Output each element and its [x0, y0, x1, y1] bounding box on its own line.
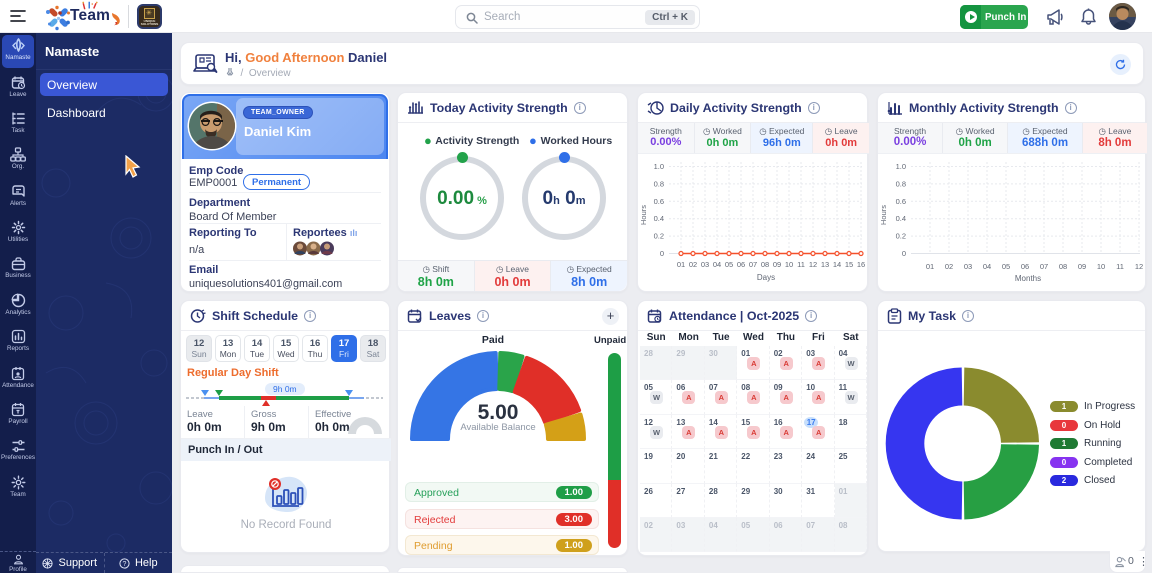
svg-text:12: 12: [809, 260, 817, 269]
svg-text:01: 01: [926, 262, 934, 271]
svg-text:0.2: 0.2: [654, 232, 664, 241]
svg-text:Hours: Hours: [879, 205, 888, 225]
svg-text:09: 09: [773, 260, 781, 269]
svg-text:11: 11: [1116, 262, 1124, 271]
svg-text:13: 13: [821, 260, 829, 269]
svg-text:Months: Months: [1015, 274, 1041, 283]
svg-text:06: 06: [1021, 262, 1029, 271]
svg-text:0.4: 0.4: [896, 214, 906, 223]
svg-text:0.8: 0.8: [654, 179, 664, 188]
svg-text:08: 08: [761, 260, 769, 269]
svg-text:0.8: 0.8: [896, 179, 906, 188]
svg-text:0.4: 0.4: [654, 214, 664, 223]
svg-text:0: 0: [660, 249, 664, 258]
svg-text:1.0: 1.0: [654, 162, 664, 171]
svg-text:10: 10: [785, 260, 793, 269]
svg-text:11: 11: [797, 260, 805, 269]
svg-text:04: 04: [713, 260, 721, 269]
svg-text:12: 12: [1135, 262, 1143, 271]
svg-text:06: 06: [737, 260, 745, 269]
svg-text:1.0: 1.0: [896, 162, 906, 171]
svg-text:0.6: 0.6: [896, 197, 906, 206]
svg-text:Hours: Hours: [639, 205, 648, 225]
svg-text:07: 07: [1040, 262, 1048, 271]
svg-text:10: 10: [1097, 262, 1105, 271]
svg-text:03: 03: [701, 260, 709, 269]
svg-text:03: 03: [964, 262, 972, 271]
svg-text:Days: Days: [757, 273, 775, 282]
svg-text:05: 05: [1002, 262, 1010, 271]
svg-text:0.2: 0.2: [896, 232, 906, 241]
svg-text:0.6: 0.6: [654, 197, 664, 206]
svg-text:09: 09: [1078, 262, 1086, 271]
svg-text:08: 08: [1059, 262, 1067, 271]
svg-text:02: 02: [945, 262, 953, 271]
svg-text:16: 16: [857, 260, 865, 269]
svg-text:?: ?: [122, 561, 126, 568]
svg-text:01: 01: [677, 260, 685, 269]
svg-text:02: 02: [689, 260, 697, 269]
svg-text:15: 15: [845, 260, 853, 269]
svg-text:05: 05: [725, 260, 733, 269]
svg-text:04: 04: [983, 262, 991, 271]
svg-text:0: 0: [902, 249, 906, 258]
svg-text:14: 14: [833, 260, 841, 269]
svg-text:07: 07: [749, 260, 757, 269]
